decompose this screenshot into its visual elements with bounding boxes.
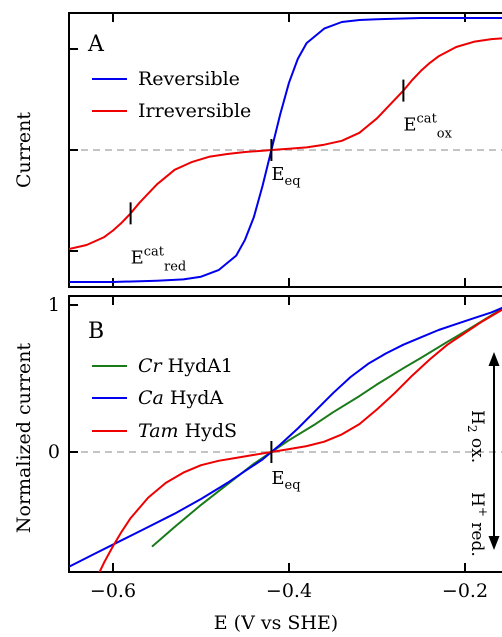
panel-b-xtick-label-0: −0.6 bbox=[90, 580, 136, 602]
panel-b-annotations: Eeq bbox=[270, 441, 301, 493]
annot-base: E bbox=[403, 115, 416, 136]
panel-b-xlabel: E (V vs SHE) bbox=[214, 612, 338, 634]
direction-arrow bbox=[488, 352, 500, 550]
legend-label-cr-hyda1: Cr HydA1 bbox=[138, 355, 233, 377]
h-red-sup: + bbox=[476, 507, 490, 517]
panel-b-ytick-label-1: 1 bbox=[48, 294, 60, 316]
panel-a-series-line-0 bbox=[69, 17, 502, 283]
panel-b: −0.6 −0.4 −0.201 Eeq B Normalized current … bbox=[13, 294, 502, 634]
panel-a-series bbox=[69, 17, 502, 283]
panel-b-frame bbox=[68, 295, 502, 573]
panel-a-legend: Reversible Irreversible bbox=[92, 68, 251, 122]
panel-a-series-line-1 bbox=[69, 37, 502, 250]
panel-a-label: A bbox=[87, 32, 105, 57]
panel-b-series bbox=[69, 306, 502, 572]
h-red-h: H bbox=[467, 492, 487, 507]
panel-b-series-line-0 bbox=[151, 307, 502, 548]
annot-base: E bbox=[131, 247, 144, 268]
panel-b-legend: Cr HydA1 Ca HydA Tam HydS bbox=[92, 355, 237, 442]
panel-b-xtick-label-2: −0.2 bbox=[442, 580, 488, 602]
panel-b-label: B bbox=[88, 319, 104, 344]
panel-a-ticks bbox=[69, 13, 466, 287]
h2-ox-sub: 2 bbox=[465, 425, 479, 433]
annot-sup: cat bbox=[417, 112, 438, 127]
h2-ox-label: H2 ox. bbox=[465, 410, 487, 463]
annot-base: E bbox=[271, 468, 284, 489]
legend-label-cr-rest: HydA1 bbox=[162, 355, 233, 377]
annot-sub: ox bbox=[437, 127, 453, 142]
panel-b-ticks: −0.6 −0.4 −0.2 0 1 bbox=[48, 294, 488, 602]
panel-b-series-line-1 bbox=[69, 306, 502, 568]
annot-sub: eq bbox=[285, 174, 301, 189]
panel-a-e-eq-label: Eeq bbox=[271, 164, 300, 189]
direction-arrow-head-down bbox=[488, 536, 500, 550]
panel-a-e-cat-red-label: Ecatred bbox=[131, 244, 187, 274]
legend-label-ca-italic: Ca bbox=[138, 387, 164, 409]
panel-b-xtick-label-1: −0.4 bbox=[266, 580, 312, 602]
legend-label-ca-rest: HydA bbox=[164, 387, 224, 409]
h-red-rest: red. bbox=[467, 517, 487, 557]
annot-sub: red bbox=[164, 259, 186, 274]
annot-sub: eq bbox=[285, 478, 301, 493]
direction-arrow-head-up bbox=[488, 352, 500, 366]
panel-b-ylabel: Normalized current bbox=[13, 343, 35, 534]
h-red-label: H+ red. bbox=[467, 492, 490, 557]
legend-label-tam-italic: Tam bbox=[138, 420, 179, 442]
h2-ox-rest: ox. bbox=[467, 432, 487, 463]
panel-b-e-eq-label: Eeq bbox=[271, 468, 300, 493]
legend-label-tam-rest: HydS bbox=[179, 420, 238, 442]
annot-sup: cat bbox=[144, 244, 165, 259]
legend-label-ca-hyda: Ca HydA bbox=[138, 387, 223, 409]
legend-label-tam-hyds: Tam HydS bbox=[138, 420, 237, 442]
panel-b-ytick-label-0: 0 bbox=[48, 441, 60, 463]
panel-a-e-cat-ox-label: Ecatox bbox=[403, 112, 452, 142]
panel-b-series-line-2 bbox=[98, 308, 502, 572]
legend-label-irreversible: Irreversible bbox=[138, 100, 251, 122]
legend-label-reversible: Reversible bbox=[138, 68, 240, 90]
panel-a-ylabel: Current bbox=[13, 112, 35, 188]
annot-base: E bbox=[271, 164, 284, 185]
legend-label-cr-italic: Cr bbox=[138, 355, 164, 377]
h2-ox-h: H bbox=[467, 410, 487, 425]
